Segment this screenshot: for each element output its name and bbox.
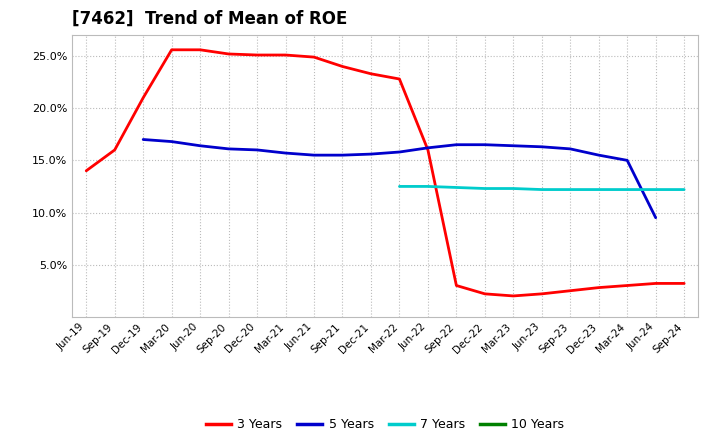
3 Years (652, 281, 660, 286)
7 Years (595, 187, 603, 192)
3 Years (423, 147, 432, 153)
5 Years (139, 137, 148, 142)
3 Years (338, 64, 347, 69)
3 Years (595, 285, 603, 290)
3 Years (282, 52, 290, 58)
3 Years (310, 55, 318, 60)
7 Years (623, 187, 631, 192)
Legend: 3 Years, 5 Years, 7 Years, 10 Years: 3 Years, 5 Years, 7 Years, 10 Years (201, 413, 570, 436)
Line: 7 Years: 7 Years (400, 187, 684, 190)
5 Years (566, 146, 575, 151)
5 Years (196, 143, 204, 148)
5 Years (167, 139, 176, 144)
5 Years (310, 153, 318, 158)
7 Years (566, 187, 575, 192)
5 Years (253, 147, 261, 153)
5 Years (423, 145, 432, 150)
5 Years (509, 143, 518, 148)
3 Years (680, 281, 688, 286)
7 Years (423, 184, 432, 189)
3 Years (623, 283, 631, 288)
5 Years (225, 146, 233, 151)
3 Years (537, 291, 546, 297)
5 Years (623, 158, 631, 163)
7 Years (452, 185, 461, 190)
5 Years (338, 153, 347, 158)
7 Years (509, 186, 518, 191)
3 Years (139, 95, 148, 100)
3 Years (509, 293, 518, 299)
3 Years (566, 288, 575, 293)
3 Years (167, 47, 176, 52)
5 Years (652, 215, 660, 220)
Text: [7462]  Trend of Mean of ROE: [7462] Trend of Mean of ROE (72, 10, 347, 28)
3 Years (253, 52, 261, 58)
3 Years (225, 51, 233, 57)
3 Years (480, 291, 489, 297)
5 Years (452, 142, 461, 147)
3 Years (196, 47, 204, 52)
3 Years (366, 71, 375, 77)
7 Years (537, 187, 546, 192)
3 Years (110, 147, 119, 153)
5 Years (282, 150, 290, 156)
3 Years (452, 283, 461, 288)
7 Years (652, 187, 660, 192)
7 Years (395, 184, 404, 189)
3 Years (395, 77, 404, 82)
7 Years (680, 187, 688, 192)
5 Years (480, 142, 489, 147)
5 Years (395, 149, 404, 154)
3 Years (82, 168, 91, 173)
5 Years (537, 144, 546, 150)
Line: 5 Years: 5 Years (143, 139, 656, 218)
5 Years (366, 151, 375, 157)
7 Years (480, 186, 489, 191)
5 Years (595, 153, 603, 158)
Line: 3 Years: 3 Years (86, 50, 684, 296)
